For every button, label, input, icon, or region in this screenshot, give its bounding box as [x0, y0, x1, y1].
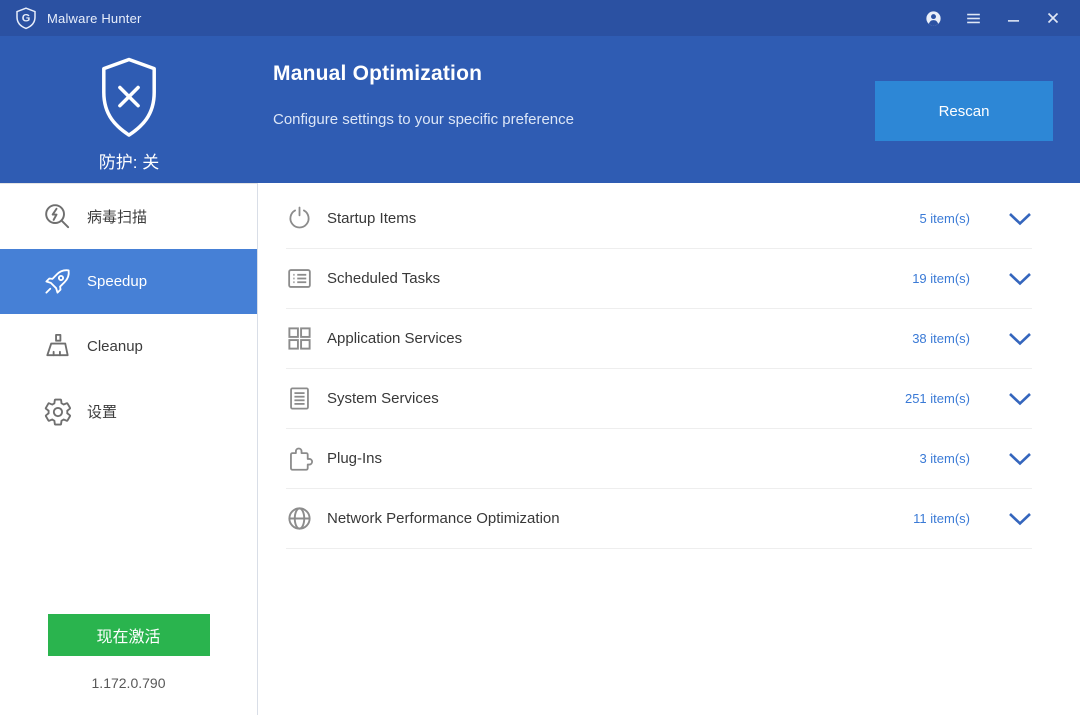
section-startup-items[interactable]: Startup Items 5 item(s) [286, 189, 1032, 249]
sidebar-item-virus-scan[interactable]: 病毒扫描 [0, 184, 257, 249]
chevron-down-icon[interactable] [1008, 452, 1032, 466]
sidebar: 病毒扫描 Speedup [0, 183, 258, 715]
activate-now-button[interactable]: 现在激活 [47, 614, 210, 656]
section-label: System Services [327, 390, 439, 407]
settings-gear-icon [42, 396, 73, 427]
menu-icon[interactable] [960, 5, 986, 31]
section-label: Application Services [327, 330, 463, 347]
chevron-down-icon[interactable] [1008, 332, 1032, 346]
svg-text:G: G [22, 13, 31, 25]
close-icon[interactable] [1040, 5, 1066, 31]
chevron-down-icon[interactable] [1008, 392, 1032, 406]
app-grid-icon [286, 325, 313, 352]
shield-g-logo-icon: G [14, 6, 38, 30]
puzzle-icon [286, 445, 313, 472]
document-lines-icon [286, 385, 313, 412]
minimize-icon[interactable] [1000, 5, 1026, 31]
page-subtitle: Configure settings to your specific pref… [273, 111, 574, 128]
section-network-performance[interactable]: Network Performance Optimization 11 item… [286, 489, 1032, 549]
section-plug-ins[interactable]: Plug-Ins 3 item(s) [286, 429, 1032, 489]
rocket-icon [42, 266, 73, 297]
section-item-count: 38 item(s) [912, 331, 970, 346]
section-item-count: 251 item(s) [904, 391, 970, 406]
task-list-icon [286, 265, 313, 292]
app-title: Malware Hunter [47, 10, 142, 26]
power-icon [286, 205, 313, 232]
sidebar-item-label: 病毒扫描 [87, 209, 148, 226]
section-scheduled-tasks[interactable]: Scheduled Tasks 19 item(s) [286, 249, 1032, 309]
cleanup-broom-icon [42, 331, 73, 362]
section-item-count: 3 item(s) [919, 451, 970, 466]
section-label: Plug-Ins [327, 450, 383, 467]
chevron-down-icon[interactable] [1008, 212, 1032, 226]
section-item-count: 5 item(s) [919, 211, 970, 226]
protection-panel: 防护: 关 [0, 36, 258, 183]
section-application-services[interactable]: Application Services 38 item(s) [286, 309, 1032, 369]
section-label: Scheduled Tasks [327, 270, 441, 287]
page-title: Manual Optimization [273, 62, 483, 85]
virus-scan-icon [42, 201, 73, 232]
sidebar-item-settings[interactable]: 设置 [0, 379, 257, 444]
chevron-down-icon[interactable] [1008, 272, 1032, 286]
titlebar-controls [920, 5, 1066, 31]
header-text: Manual Optimization Configure settings t… [258, 36, 574, 183]
version-label: 1.172.0.790 [91, 675, 166, 691]
section-label: Network Performance Optimization [327, 510, 560, 527]
section-system-services[interactable]: System Services 251 item(s) [286, 369, 1032, 429]
sidebar-bottom: 现在激活 1.172.0.790 [0, 614, 257, 715]
titlebar: G Malware Hunter [0, 0, 1080, 36]
account-icon[interactable] [920, 5, 946, 31]
sidebar-item-label: Speedup [87, 273, 148, 290]
optimization-sections: Startup Items 5 item(s) Scheduled Tasks … [258, 183, 1080, 715]
shield-off-icon [94, 56, 164, 140]
protection-status-label: 防护: 关 [98, 153, 160, 172]
section-label: Startup Items [327, 210, 417, 227]
rescan-button[interactable]: Rescan [875, 81, 1053, 141]
body: 病毒扫描 Speedup [0, 183, 1080, 715]
section-item-count: 19 item(s) [912, 271, 970, 286]
sidebar-item-label: Cleanup [87, 338, 143, 355]
section-item-count: 11 item(s) [913, 511, 970, 526]
chevron-down-icon[interactable] [1008, 512, 1032, 526]
globe-icon [286, 505, 313, 532]
sidebar-item-cleanup[interactable]: Cleanup [0, 314, 257, 379]
page-header: 防护: 关 Manual Optimization Configure sett… [0, 36, 1080, 183]
sidebar-item-label: 设置 [87, 404, 118, 421]
sidebar-item-speedup[interactable]: Speedup [0, 249, 257, 314]
